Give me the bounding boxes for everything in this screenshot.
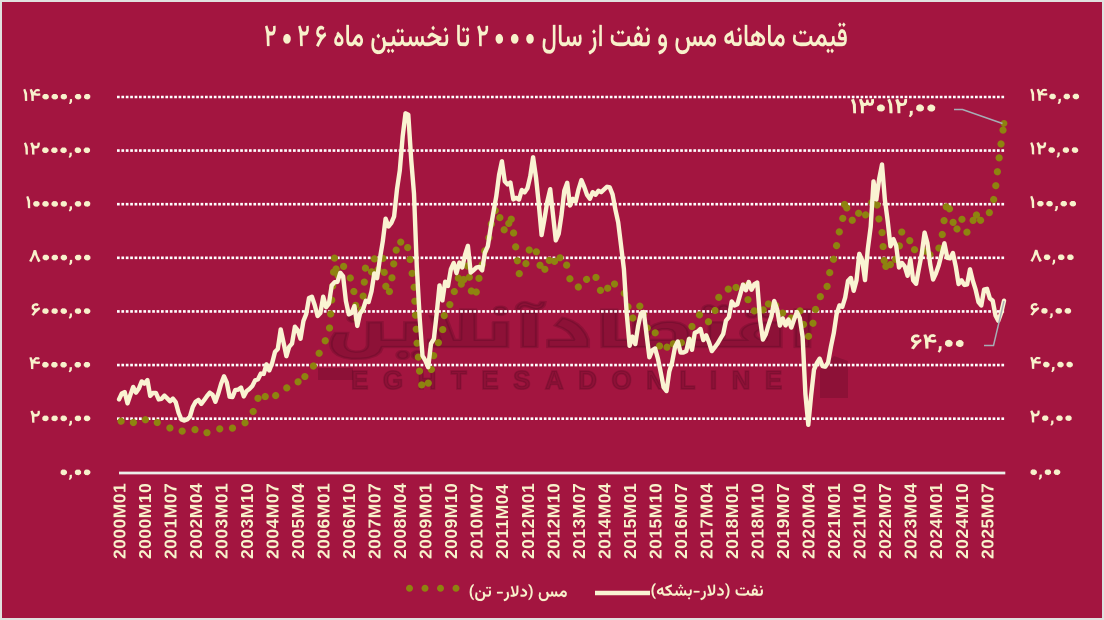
- svg-text:2005M04: 2005M04: [288, 483, 308, 559]
- svg-text:2024M10: 2024M10: [952, 483, 972, 559]
- svg-text:2018M10: 2018M10: [748, 483, 768, 559]
- svg-text:2002M04: 2002M04: [186, 483, 206, 559]
- svg-text:2012M10: 2012M10: [543, 483, 563, 559]
- svg-text:2014M04: 2014M04: [594, 483, 614, 559]
- svg-text:2009M10: 2009M10: [441, 483, 461, 559]
- svg-text:2021M10: 2021M10: [850, 483, 870, 559]
- svg-text:2019M07: 2019M07: [773, 483, 793, 559]
- svg-text:2011M04: 2011M04: [492, 484, 512, 559]
- svg-text:2023M04: 2023M04: [901, 483, 921, 559]
- svg-text:2017M04: 2017M04: [697, 483, 717, 559]
- svg-text:2007M07: 2007M07: [365, 483, 385, 559]
- svg-text:2000M01: 2000M01: [109, 483, 129, 559]
- svg-text:2012M01: 2012M01: [518, 483, 538, 559]
- svg-text:2000M10: 2000M10: [135, 483, 155, 559]
- svg-text:2015M10: 2015M10: [645, 483, 665, 559]
- svg-text:2021M01: 2021M01: [824, 483, 844, 559]
- svg-text:2010M07: 2010M07: [467, 483, 487, 559]
- svg-text:2024M01: 2024M01: [926, 483, 946, 559]
- svg-text:2020M04: 2020M04: [799, 483, 819, 559]
- svg-text:2025M07: 2025M07: [977, 483, 997, 559]
- svg-text:2018M01: 2018M01: [722, 483, 742, 559]
- svg-text:2009M01: 2009M01: [416, 483, 436, 559]
- svg-text:2013M07: 2013M07: [569, 483, 589, 559]
- svg-text:2006M01: 2006M01: [314, 483, 334, 559]
- svg-text:2003M10: 2003M10: [237, 483, 257, 559]
- svg-text:2003M01: 2003M01: [211, 483, 231, 559]
- svg-text:2016M07: 2016M07: [671, 483, 691, 559]
- svg-text:2022M07: 2022M07: [875, 483, 895, 559]
- svg-text:2004M07: 2004M07: [263, 483, 283, 559]
- svg-text:2008M04: 2008M04: [390, 483, 410, 559]
- svg-text:2006M10: 2006M10: [339, 483, 359, 559]
- svg-text:2001M07: 2001M07: [160, 483, 180, 559]
- svg-text:2015M01: 2015M01: [620, 483, 640, 559]
